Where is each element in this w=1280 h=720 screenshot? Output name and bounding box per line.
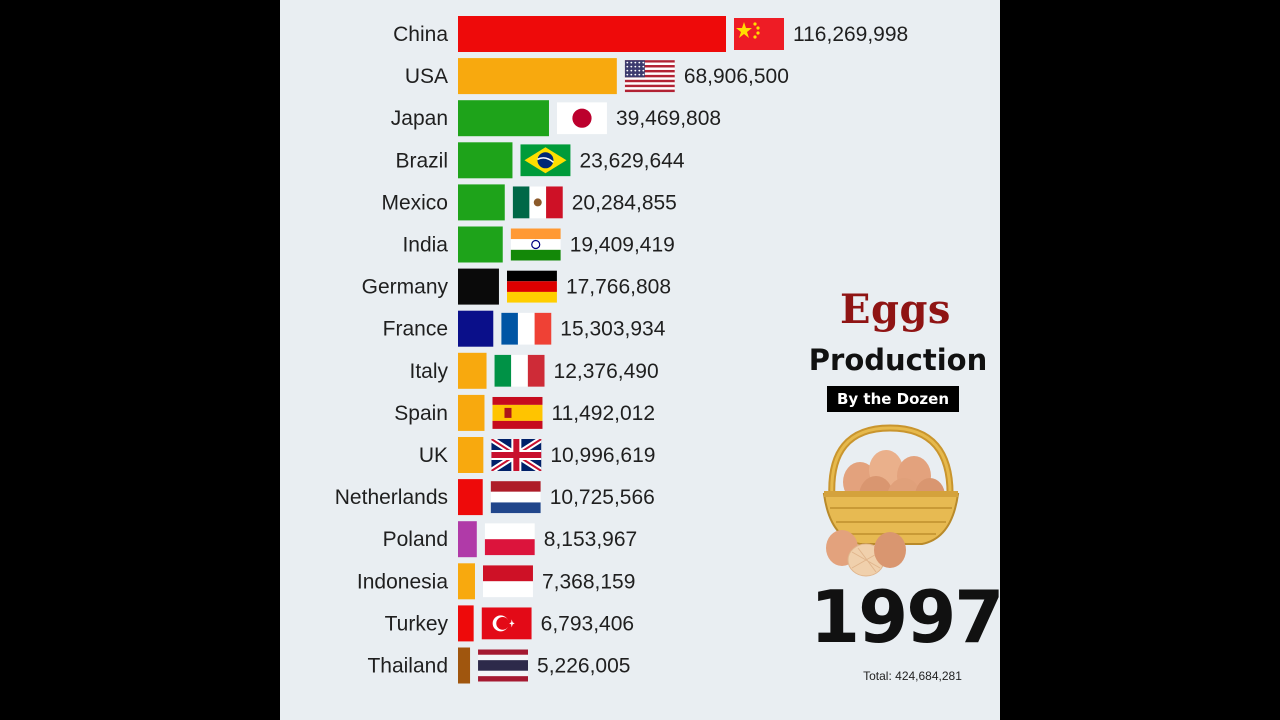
value-label-poland: 8,153,967 — [544, 528, 637, 551]
india-flag-icon — [510, 228, 561, 261]
uk-flag-icon — [491, 439, 542, 471]
thailand-flag-icon — [478, 649, 529, 682]
chart-title-line1: Eggs — [840, 286, 951, 333]
country-label-china: China — [393, 23, 448, 46]
bar-thailand — [458, 647, 471, 684]
country-label-mexico: Mexico — [381, 191, 448, 214]
country-label-turkey: Turkey — [385, 612, 449, 635]
country-label-japan: Japan — [391, 107, 448, 130]
country-label-spain: Spain — [394, 402, 448, 425]
bar-poland — [458, 521, 477, 558]
total-label: Total: 424,684,281 — [863, 669, 962, 683]
netherlands-flag-icon — [490, 481, 541, 514]
value-label-brazil: 23,629,644 — [579, 149, 684, 172]
value-label-turkey: 6,793,406 — [541, 612, 634, 635]
value-label-netherlands: 10,725,566 — [550, 486, 655, 509]
bar-mexico — [458, 184, 505, 221]
country-label-brazil: Brazil — [395, 149, 448, 172]
france-flag-icon — [501, 312, 552, 345]
value-label-china: 116,269,998 — [793, 23, 908, 46]
country-label-netherlands: Netherlands — [335, 486, 448, 509]
value-label-uk: 10,996,619 — [550, 444, 655, 467]
bar-spain — [458, 394, 485, 431]
turkey-flag-icon — [481, 607, 532, 640]
bar-turkey — [458, 605, 474, 642]
country-label-thailand: Thailand — [367, 655, 448, 678]
bar-india — [458, 226, 503, 263]
country-label-poland: Poland — [383, 528, 448, 551]
japan-flag-icon — [556, 102, 607, 135]
country-label-indonesia: Indonesia — [357, 570, 448, 593]
bar-japan — [458, 100, 549, 137]
value-label-france: 15,303,934 — [560, 318, 665, 341]
value-label-mexico: 20,284,855 — [572, 191, 677, 214]
mexico-flag-icon — [512, 186, 563, 219]
country-label-usa: USA — [405, 65, 448, 88]
value-label-india: 19,409,419 — [570, 234, 675, 257]
indonesia-flag-icon — [482, 565, 533, 598]
bar-usa — [458, 58, 617, 95]
country-label-india: India — [402, 234, 448, 257]
value-label-usa: 68,906,500 — [684, 65, 789, 88]
country-label-italy: Italy — [409, 360, 448, 383]
usa-flag-icon — [624, 60, 675, 93]
italy-flag-icon — [494, 354, 545, 387]
chart-title-line2: Production — [808, 343, 988, 377]
bar-germany — [458, 268, 499, 305]
country-label-uk: UK — [419, 444, 448, 467]
chart-subtitle-badge: By the Dozen — [827, 386, 959, 412]
year-label: 1997 — [810, 575, 1004, 659]
bar-uk — [458, 437, 484, 473]
poland-flag-icon — [484, 523, 535, 556]
value-label-japan: 39,469,808 — [616, 107, 721, 130]
chart-panel — [280, 0, 1000, 720]
germany-flag-icon — [506, 270, 557, 303]
value-label-germany: 17,766,808 — [566, 276, 671, 299]
country-label-germany: Germany — [362, 276, 449, 299]
china-flag-icon — [734, 18, 784, 50]
bar-indonesia — [458, 563, 475, 600]
bar-italy — [458, 352, 487, 389]
egg-basket-icon — [822, 424, 960, 577]
brazil-flag-icon — [520, 144, 571, 177]
spain-flag-icon — [492, 396, 543, 429]
value-label-indonesia: 7,368,159 — [542, 570, 635, 593]
country-label-france: France — [383, 318, 448, 341]
value-label-italy: 12,376,490 — [554, 360, 659, 383]
bar-china — [458, 16, 726, 52]
bar-netherlands — [458, 479, 483, 516]
bar-brazil — [458, 142, 513, 179]
bar-france — [458, 310, 494, 347]
value-label-thailand: 5,226,005 — [537, 655, 630, 678]
value-label-spain: 11,492,012 — [551, 402, 655, 425]
